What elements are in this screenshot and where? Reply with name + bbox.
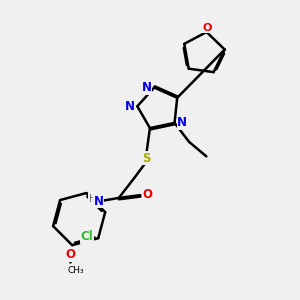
Text: O: O [143,188,153,201]
Text: O: O [65,248,75,261]
Text: N: N [177,116,187,129]
Text: S: S [142,152,151,165]
Text: H: H [89,194,96,204]
Text: N: N [125,100,135,113]
Text: CH₃: CH₃ [67,266,84,274]
Text: N: N [142,81,152,94]
Text: N: N [94,195,104,208]
Text: O: O [202,23,212,33]
Text: Cl: Cl [81,230,94,243]
